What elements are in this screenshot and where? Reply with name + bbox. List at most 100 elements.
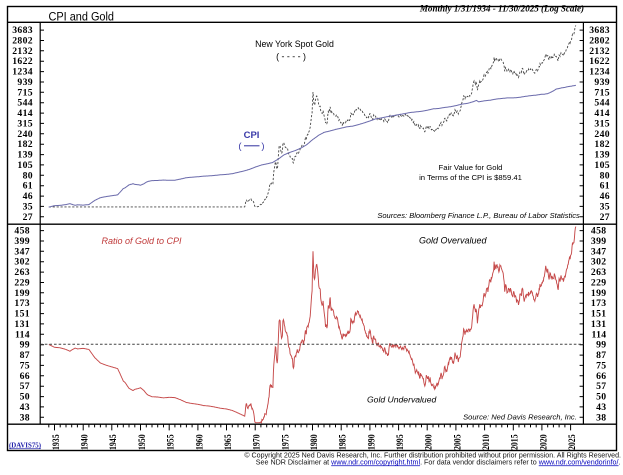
svg-text:458: 458 [14,226,30,237]
svg-text:2132: 2132 [12,46,33,57]
svg-text:240: 240 [17,129,33,140]
svg-text:1950: 1950 [138,434,148,450]
svg-text:See NDR Disclaimer at www.ndr.: See NDR Disclaimer at www.ndr.com/copyri… [256,458,621,466]
svg-text:99: 99 [20,340,30,351]
svg-text:229: 229 [591,278,607,289]
svg-text:139: 139 [17,150,33,161]
svg-text:2132: 2132 [589,46,610,57]
svg-text:Fair Value for Gold: Fair Value for Gold [439,163,503,172]
svg-text:2020: 2020 [539,434,549,450]
svg-text:105: 105 [17,160,33,171]
svg-text:Source: Ned Davis Research, In: Source: Ned Davis Research, Inc. [463,413,577,422]
svg-text:75: 75 [20,360,30,371]
svg-text:50: 50 [596,392,606,403]
svg-text:105: 105 [594,160,610,171]
svg-text:2802: 2802 [12,36,33,47]
svg-text:35: 35 [23,201,33,212]
svg-text:3683: 3683 [589,25,610,36]
svg-text:Monthly 1/31/1934 - 11/30/2025: Monthly 1/31/1934 - 11/30/2025 (Log Scal… [419,3,584,13]
svg-text:1995: 1995 [396,434,406,450]
svg-text:263: 263 [14,267,30,278]
svg-text:544: 544 [594,98,610,109]
svg-text:1234: 1234 [12,67,33,78]
svg-text:2025: 2025 [568,434,578,450]
svg-text:114: 114 [591,329,606,340]
svg-text:in Terms of the CPI is $859.41: in Terms of the CPI is $859.41 [419,173,522,182]
svg-text:© Copyright 2025 Ned Davis Res: © Copyright 2025 Ned Davis Research, Inc… [244,452,621,460]
svg-text:(DAVIS75): (DAVIS75) [9,442,41,449]
svg-text:458: 458 [591,226,607,237]
svg-text:1970: 1970 [253,434,263,450]
svg-text:182: 182 [594,139,610,150]
svg-text:Sources: Bloomberg Finance L.P: Sources: Bloomberg Finance L.P., Bureau … [377,211,580,220]
svg-text:229: 229 [14,278,30,289]
svg-text:38: 38 [596,412,606,423]
svg-text:347: 347 [14,246,30,257]
svg-text:939: 939 [594,77,610,88]
svg-text:1945: 1945 [109,434,119,450]
svg-text:66: 66 [596,371,606,382]
svg-text:114: 114 [15,329,30,340]
svg-text:New York Spot Gold: New York Spot Gold [255,39,334,49]
svg-text:1985: 1985 [339,434,349,450]
svg-text:1960: 1960 [195,434,205,450]
svg-text:27: 27 [23,212,33,223]
svg-text:199: 199 [591,288,607,299]
svg-text:CPI and Gold: CPI and Gold [49,10,115,24]
svg-text:35: 35 [600,201,610,212]
svg-text:315: 315 [17,118,33,129]
svg-text:715: 715 [594,87,610,98]
svg-text:1990: 1990 [367,434,377,450]
svg-text:414: 414 [17,108,33,119]
svg-text:75: 75 [596,360,606,371]
svg-text:80: 80 [23,170,33,181]
svg-text:57: 57 [596,381,606,392]
svg-text:1965: 1965 [224,434,234,450]
svg-text:27: 27 [600,212,610,223]
svg-text:): ) [261,141,264,152]
svg-text:399: 399 [14,236,30,247]
svg-text:87: 87 [596,350,606,361]
svg-text:544: 544 [17,98,33,109]
svg-text:1940: 1940 [81,434,91,450]
svg-text:43: 43 [20,402,30,413]
svg-text:66: 66 [20,371,30,382]
svg-text:139: 139 [594,150,610,161]
svg-text:151: 151 [14,309,30,320]
svg-text:Gold Overvalued: Gold Overvalued [419,236,488,246]
svg-text:2802: 2802 [589,36,610,47]
svg-text:1980: 1980 [310,434,320,450]
svg-text:347: 347 [591,246,607,257]
svg-text:151: 151 [591,309,607,320]
svg-text:87: 87 [20,350,30,361]
svg-text:302: 302 [14,257,30,268]
svg-text:99: 99 [596,340,606,351]
svg-text:2005: 2005 [453,434,463,450]
svg-text:182: 182 [17,139,33,150]
svg-text:939: 939 [17,77,33,88]
svg-text:1935: 1935 [52,434,62,450]
svg-text:Ratio of Gold to CPI: Ratio of Gold to CPI [102,236,183,246]
svg-text:1234: 1234 [589,67,610,78]
svg-text:199: 199 [14,288,30,299]
svg-text:2000: 2000 [425,434,435,450]
svg-text:80: 80 [600,170,610,181]
svg-text:399: 399 [591,236,607,247]
svg-text:46: 46 [600,191,610,202]
svg-text:3683: 3683 [12,25,33,36]
svg-text:240: 240 [594,129,610,140]
svg-text:2010: 2010 [482,434,492,450]
svg-text:CPI: CPI [244,130,260,141]
svg-text:1975: 1975 [281,434,291,450]
svg-text:61: 61 [600,181,610,192]
svg-text:131: 131 [591,319,607,330]
svg-text:263: 263 [591,267,607,278]
svg-text:414: 414 [594,108,610,119]
svg-text:173: 173 [591,298,607,309]
svg-text:715: 715 [17,87,33,98]
svg-text:2015: 2015 [511,434,521,450]
svg-text:46: 46 [23,191,33,202]
svg-text:Gold Undervalued: Gold Undervalued [367,394,436,404]
svg-text:(: ( [238,141,242,152]
svg-text:1955: 1955 [167,434,177,450]
